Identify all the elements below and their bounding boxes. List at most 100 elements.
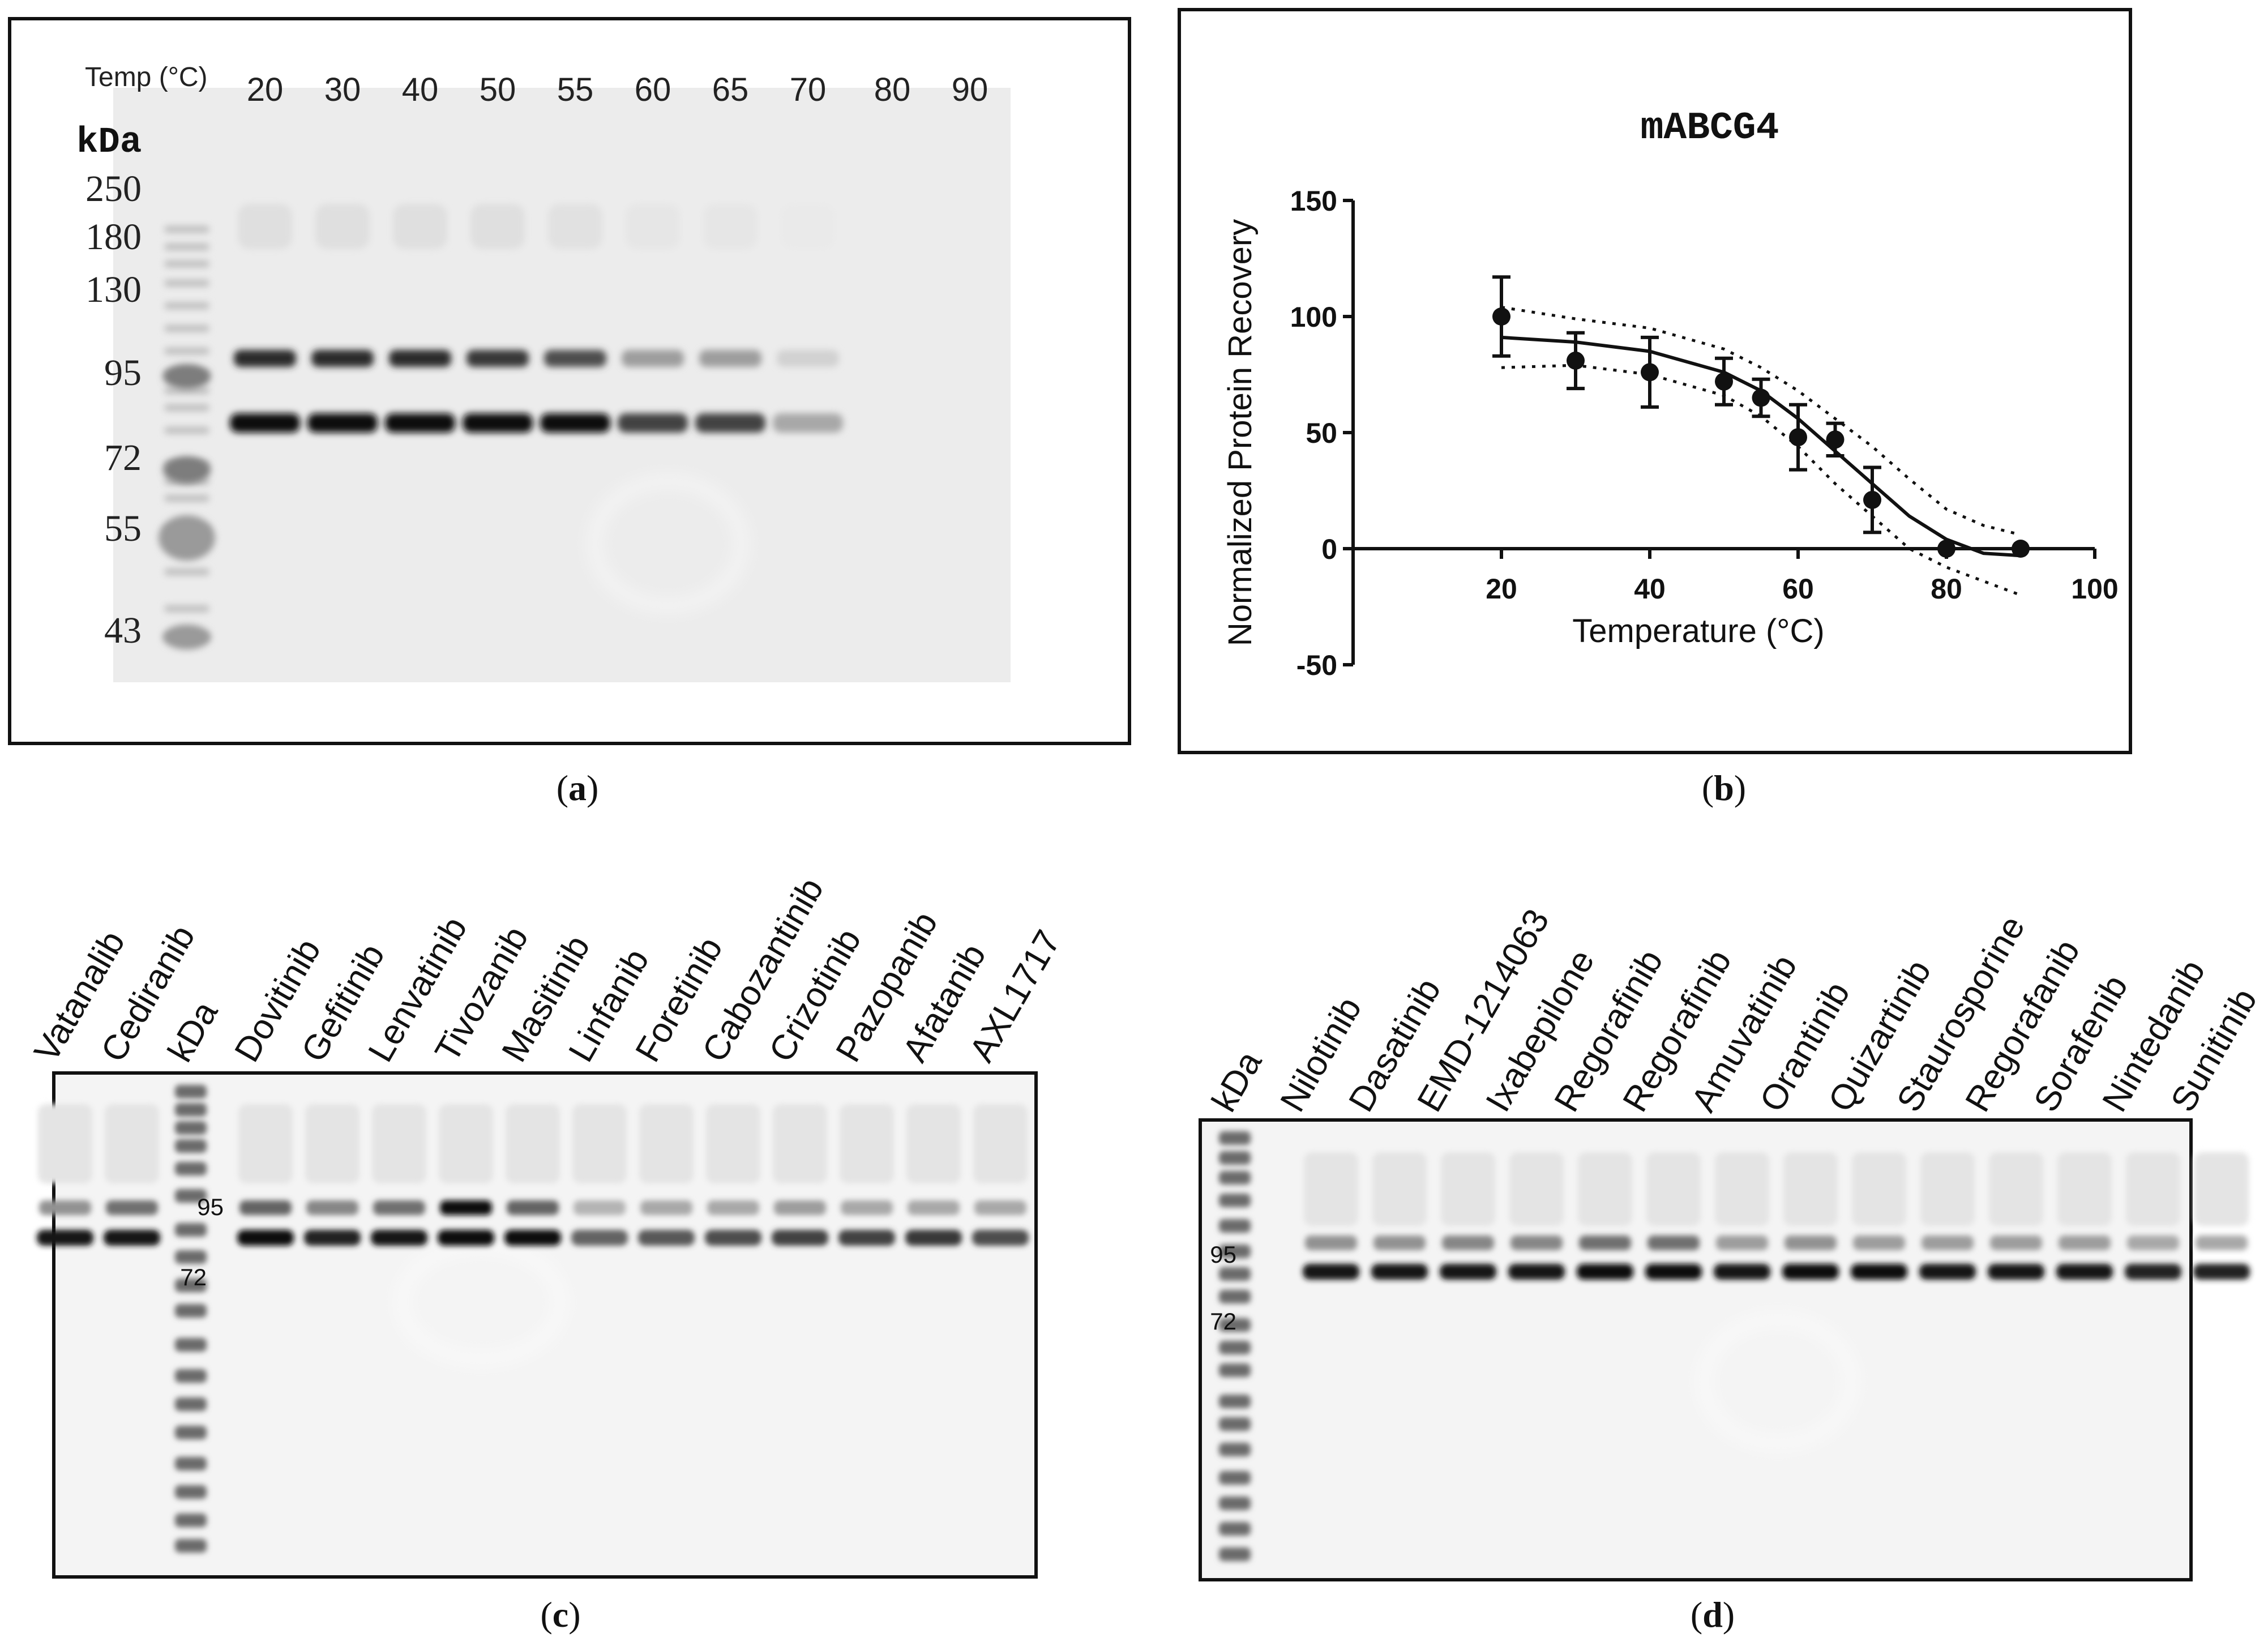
ladder-band xyxy=(1219,1151,1251,1165)
ladder-band xyxy=(1219,1245,1251,1258)
panel-b-chart: mABCG4 150 100 50 0 -50 20 40 60 80 100 Temperature… xyxy=(1222,106,2119,681)
band-upper xyxy=(1785,1235,1837,1250)
band-upper xyxy=(640,1200,692,1215)
ladder-band xyxy=(1219,1131,1251,1145)
band-upper-a xyxy=(699,350,761,367)
smear-a xyxy=(238,204,292,249)
band-lower xyxy=(705,1230,761,1246)
smear-a xyxy=(315,204,370,249)
ladder-band-a xyxy=(164,226,209,233)
lane-label: kDa xyxy=(160,995,225,1068)
temp-tick: 70 xyxy=(790,71,827,108)
smear xyxy=(973,1104,1028,1183)
band-lower xyxy=(2125,1264,2181,1280)
smear xyxy=(1372,1152,1427,1226)
band-upper xyxy=(1579,1235,1631,1250)
band-lower-a xyxy=(385,413,455,433)
data-point xyxy=(1715,372,1733,391)
band-lower xyxy=(571,1230,628,1246)
band-lower xyxy=(2193,1264,2250,1280)
band-upper-a xyxy=(544,350,606,367)
ladder-band xyxy=(1219,1547,1251,1561)
ladder-band xyxy=(175,1338,207,1352)
x-tick-label: 60 xyxy=(1782,573,1814,605)
temp-tick: 80 xyxy=(874,71,911,108)
band-upper xyxy=(507,1200,559,1215)
ladder-band xyxy=(1219,1471,1251,1485)
panel-d-blot: kDa NilotinibDasatinibEMD-1214063Ixabepil… xyxy=(1199,903,2265,1581)
smear xyxy=(572,1104,627,1183)
smear xyxy=(840,1104,894,1183)
data-point xyxy=(1937,540,1955,558)
y-tick-label: 0 xyxy=(1321,533,1337,565)
band-lower xyxy=(1919,1264,1976,1280)
kda-marker: 95 xyxy=(197,1194,224,1220)
temp-tick: 60 xyxy=(635,71,671,108)
band-lower xyxy=(638,1230,695,1246)
smear xyxy=(906,1104,961,1183)
kda-marker-a: 250 xyxy=(85,168,142,210)
x-tick-label: 80 xyxy=(1931,573,1962,605)
band-lower-a xyxy=(230,413,300,433)
data-point xyxy=(1641,363,1659,382)
band-lower xyxy=(1577,1264,1633,1280)
band-upper xyxy=(440,1200,492,1215)
ladder-band xyxy=(1219,1219,1251,1233)
ladder-band-a xyxy=(164,325,209,332)
band-lower-a xyxy=(307,413,378,433)
smear xyxy=(1509,1152,1564,1226)
band-lower xyxy=(504,1230,561,1246)
caption-a: (a) xyxy=(556,768,599,808)
ladder-band xyxy=(175,1250,207,1264)
y-axis-label: Normalized Protein Recovery xyxy=(1222,219,1259,646)
y-tick-label: 50 xyxy=(1306,417,1337,449)
ladder-band xyxy=(1219,1341,1251,1354)
smear xyxy=(1783,1152,1838,1226)
kda-marker-a: 180 xyxy=(85,216,142,258)
smear xyxy=(372,1104,426,1183)
lane-label: AXL1717 xyxy=(962,924,1068,1068)
band-lower xyxy=(104,1230,160,1246)
ladder-band xyxy=(1219,1194,1251,1207)
ladder-band xyxy=(1219,1171,1251,1185)
kda-marker: 95 xyxy=(1210,1241,1236,1268)
ladder-band xyxy=(175,1426,207,1439)
smear xyxy=(506,1104,560,1183)
ladder-band xyxy=(175,1279,207,1292)
smear xyxy=(1441,1152,1495,1226)
band-upper xyxy=(707,1200,759,1215)
fit-curve xyxy=(1501,335,2021,558)
ladder-band xyxy=(1219,1395,1251,1408)
ladder-band xyxy=(1219,1363,1251,1377)
band-lower-a xyxy=(463,413,533,433)
ladder-band xyxy=(175,1223,207,1237)
smear xyxy=(773,1104,827,1183)
smear-a xyxy=(393,204,447,249)
kda-marker-a: 72 xyxy=(104,437,142,478)
ladder-band-a xyxy=(164,348,209,354)
caption-c: (c) xyxy=(540,1594,581,1635)
y-tick-label: -50 xyxy=(1296,649,1337,681)
ladder-band-a xyxy=(164,605,209,612)
y-tick-label: 150 xyxy=(1290,185,1337,217)
kda-marker-a: 43 xyxy=(104,610,142,651)
temp-tick: 40 xyxy=(402,71,439,108)
band-lower xyxy=(237,1230,294,1246)
smear xyxy=(706,1104,760,1183)
smear xyxy=(2126,1152,2180,1226)
band-upper xyxy=(1990,1235,2042,1250)
panel-b-frame xyxy=(1178,8,2132,754)
kda-marker-a: 55 xyxy=(104,508,142,549)
band-upper xyxy=(1922,1235,1974,1250)
band-upper-a xyxy=(311,350,374,367)
smear-a xyxy=(626,204,680,249)
band-upper xyxy=(841,1200,893,1215)
kda-label-a: kDa xyxy=(76,122,142,163)
ladder-band-a xyxy=(164,568,209,575)
smear xyxy=(1989,1152,2043,1226)
data-point xyxy=(2012,540,2030,558)
band-lower-a xyxy=(695,413,765,433)
band-upper xyxy=(574,1200,626,1215)
band-upper xyxy=(306,1200,358,1215)
band-upper xyxy=(106,1200,158,1215)
